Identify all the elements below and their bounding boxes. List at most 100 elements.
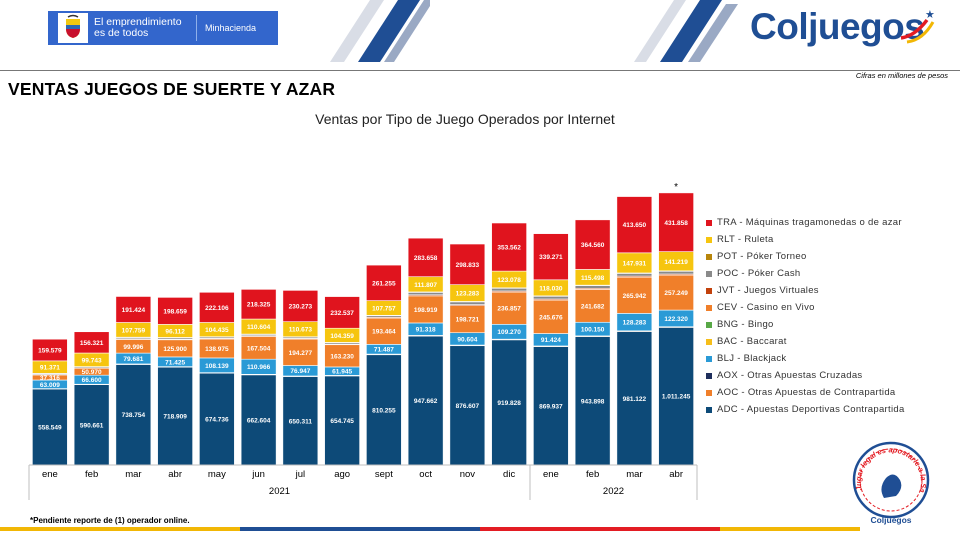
data-label-cev: 257.249 bbox=[664, 290, 688, 297]
legend-swatch bbox=[706, 219, 712, 226]
legend-swatch bbox=[706, 287, 712, 294]
data-label-cev: 245.676 bbox=[539, 314, 563, 321]
units-note: Cifras en millones de pesos bbox=[855, 71, 948, 80]
data-label-blj: 79.681 bbox=[123, 356, 143, 363]
data-label-cev: 236.857 bbox=[497, 306, 521, 313]
data-label-rlt: 110.673 bbox=[289, 327, 313, 334]
data-label-blj: 100.150 bbox=[581, 327, 605, 334]
bar-segment-tra bbox=[407, 237, 444, 278]
data-label-blj: 91.318 bbox=[416, 327, 436, 334]
bar-segment-tra bbox=[157, 297, 193, 325]
bar-segment-tra bbox=[366, 264, 402, 301]
data-label-adc: 1.011.245 bbox=[662, 394, 691, 401]
data-label-tra: 156.321 bbox=[80, 340, 104, 347]
legend-swatch bbox=[706, 338, 712, 345]
bar-segment-cev bbox=[533, 299, 569, 334]
data-label-blj: 63.009 bbox=[40, 382, 60, 389]
data-label-blj: 66.600 bbox=[82, 377, 102, 384]
data-label-adc: 662.604 bbox=[247, 417, 271, 424]
data-label-adc: 650.311 bbox=[289, 418, 313, 425]
data-label-adc: 558.549 bbox=[38, 425, 62, 432]
data-label-blj: 71.425 bbox=[165, 359, 185, 366]
bar-segment-adc bbox=[407, 335, 444, 466]
data-label-rlt: 118.030 bbox=[539, 285, 563, 292]
footnote: *Pendiente reporte de (1) operador onlin… bbox=[30, 516, 190, 525]
coat-of-arms-icon bbox=[58, 13, 88, 43]
bar-segment-adc bbox=[157, 366, 193, 466]
bar-segment-tra bbox=[658, 192, 694, 252]
data-label-rlt: 115.498 bbox=[581, 275, 605, 282]
legend-swatch bbox=[706, 406, 712, 413]
data-label-cev: 167.504 bbox=[247, 345, 271, 352]
legend-label: BLJ - Blackjack bbox=[717, 353, 787, 364]
title-divider bbox=[0, 70, 960, 71]
page-title: VENTAS JUEGOS DE SUERTE Y AZAR bbox=[8, 79, 336, 99]
footer-color-bar bbox=[0, 527, 860, 531]
legend-label: BAC - Baccarat bbox=[717, 336, 787, 347]
data-label-adc: 876.607 bbox=[456, 403, 480, 410]
data-label-rlt: 99.743 bbox=[82, 357, 102, 364]
legend-swatch bbox=[706, 321, 712, 328]
bar-segment-poc bbox=[574, 285, 611, 289]
bar-segment-adc bbox=[616, 331, 653, 466]
responsible-gaming-seal: Jugar legal es apostarle a la Salud Colj… bbox=[848, 440, 930, 525]
data-label-tra: 413.650 bbox=[623, 222, 647, 229]
bar-segment-cev bbox=[616, 276, 653, 314]
bar-segment-adc bbox=[199, 372, 235, 466]
logo-swoosh-icon: ★ bbox=[900, 9, 935, 44]
bar-segment-adc bbox=[491, 339, 527, 466]
bar-segment-cev bbox=[449, 305, 486, 334]
legend-item-cev: CEV - Casino en Vivo bbox=[706, 299, 905, 316]
x-tick-label: ago bbox=[334, 469, 350, 480]
data-label-blj: 108.139 bbox=[205, 363, 229, 370]
bar-segment-tra bbox=[616, 196, 653, 254]
year-group-label: 2021 bbox=[269, 486, 290, 497]
bar-segment-tra bbox=[240, 289, 277, 320]
x-tick-label: may bbox=[208, 469, 226, 480]
legend-item-blj: BLJ - Blackjack bbox=[706, 350, 905, 367]
bar-segment-cev bbox=[407, 295, 444, 324]
data-label-tra: 364.560 bbox=[581, 242, 605, 249]
legend-swatch bbox=[706, 236, 712, 243]
bar-segment-adc bbox=[574, 336, 611, 466]
chart-legend: TRA - Máquinas tragamonedas o de azar RLT… bbox=[706, 214, 905, 418]
data-label-blj: 122.320 bbox=[664, 316, 688, 323]
bar-segment-tra bbox=[199, 291, 235, 323]
seal-brand: Coljuegos bbox=[870, 515, 911, 525]
x-tick-label: abr bbox=[669, 469, 683, 480]
data-label-adc: 590.661 bbox=[80, 422, 104, 429]
data-label-tra: 339.271 bbox=[539, 254, 563, 261]
bar-segment-tra bbox=[32, 338, 68, 362]
bar-segment-tra bbox=[282, 290, 319, 322]
data-label-rlt: 147.931 bbox=[623, 260, 647, 267]
bar-segment-tra bbox=[324, 296, 360, 329]
x-tick-label: mar bbox=[125, 469, 141, 480]
legend-swatch bbox=[706, 270, 712, 277]
data-label-cev: 198.721 bbox=[456, 317, 480, 324]
x-tick-label: sept bbox=[375, 469, 393, 480]
data-label-adc: 943.898 bbox=[581, 398, 605, 405]
data-label-cev: 265.942 bbox=[623, 293, 647, 300]
gov-ministry-label: Minhacienda bbox=[205, 23, 257, 33]
x-tick-label: oct bbox=[419, 469, 432, 480]
data-label-tra: 431.858 bbox=[664, 220, 688, 227]
data-label-adc: 869.937 bbox=[539, 403, 563, 410]
bar-segment-poc bbox=[449, 301, 486, 305]
bar-segment-poc bbox=[616, 273, 653, 277]
data-label-cev: 241.682 bbox=[581, 303, 605, 310]
bar-segment-adc bbox=[658, 327, 694, 466]
data-label-adc: 738.754 bbox=[122, 412, 146, 419]
bar-segment-tra bbox=[449, 243, 486, 285]
legend-label: AOC - Otras Apuestas de Contrapartida bbox=[717, 387, 896, 398]
legend-item-aox: AOX - Otras Apuestas Cruzadas bbox=[706, 367, 905, 384]
legend-label: POT - Póker Torneo bbox=[717, 251, 807, 262]
legend-item-jvt: JVT - Juegos Virtuales bbox=[706, 282, 905, 299]
data-label-cev: 125.900 bbox=[163, 346, 187, 353]
data-label-blj: 91.424 bbox=[541, 337, 561, 344]
data-label-adc: 674.736 bbox=[205, 417, 229, 424]
data-label-cev: 50.970 bbox=[82, 369, 102, 376]
legend-item-tra: TRA - Máquinas tragamonedas o de azar bbox=[706, 214, 905, 231]
legend-label: CEV - Casino en Vivo bbox=[717, 302, 815, 313]
data-label-adc: 654.745 bbox=[330, 418, 354, 425]
